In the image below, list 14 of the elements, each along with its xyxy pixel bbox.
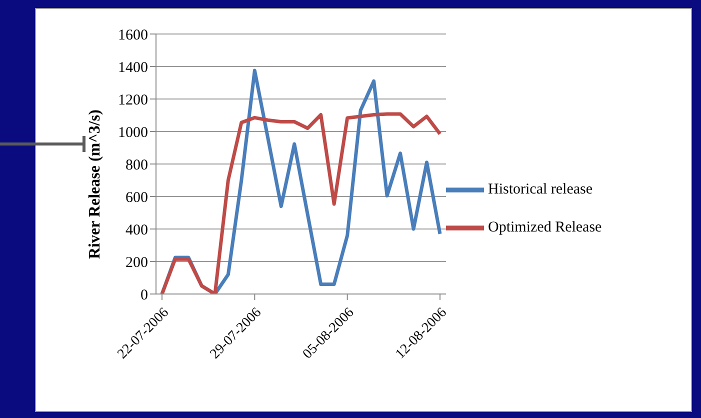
line-series: [160, 112, 442, 294]
y-tick-label: 200: [126, 254, 148, 271]
y-tick-label: 1200: [118, 92, 148, 108]
y-tick-label: 600: [126, 190, 148, 206]
y-tick-label: 1000: [118, 124, 148, 141]
y-tick-label: 0: [140, 287, 148, 304]
y-tick-label: 400: [126, 222, 148, 238]
y-tick-label: 800: [126, 157, 148, 174]
y-axis-title: River Release (m^3/s): [86, 110, 104, 259]
legend-label: Historical release: [488, 181, 593, 198]
legend-label: Optimized Release: [488, 219, 602, 236]
y-tick-label: 1600: [118, 27, 148, 44]
line-series: [160, 68, 442, 294]
y-tick-label: 1400: [118, 60, 148, 76]
